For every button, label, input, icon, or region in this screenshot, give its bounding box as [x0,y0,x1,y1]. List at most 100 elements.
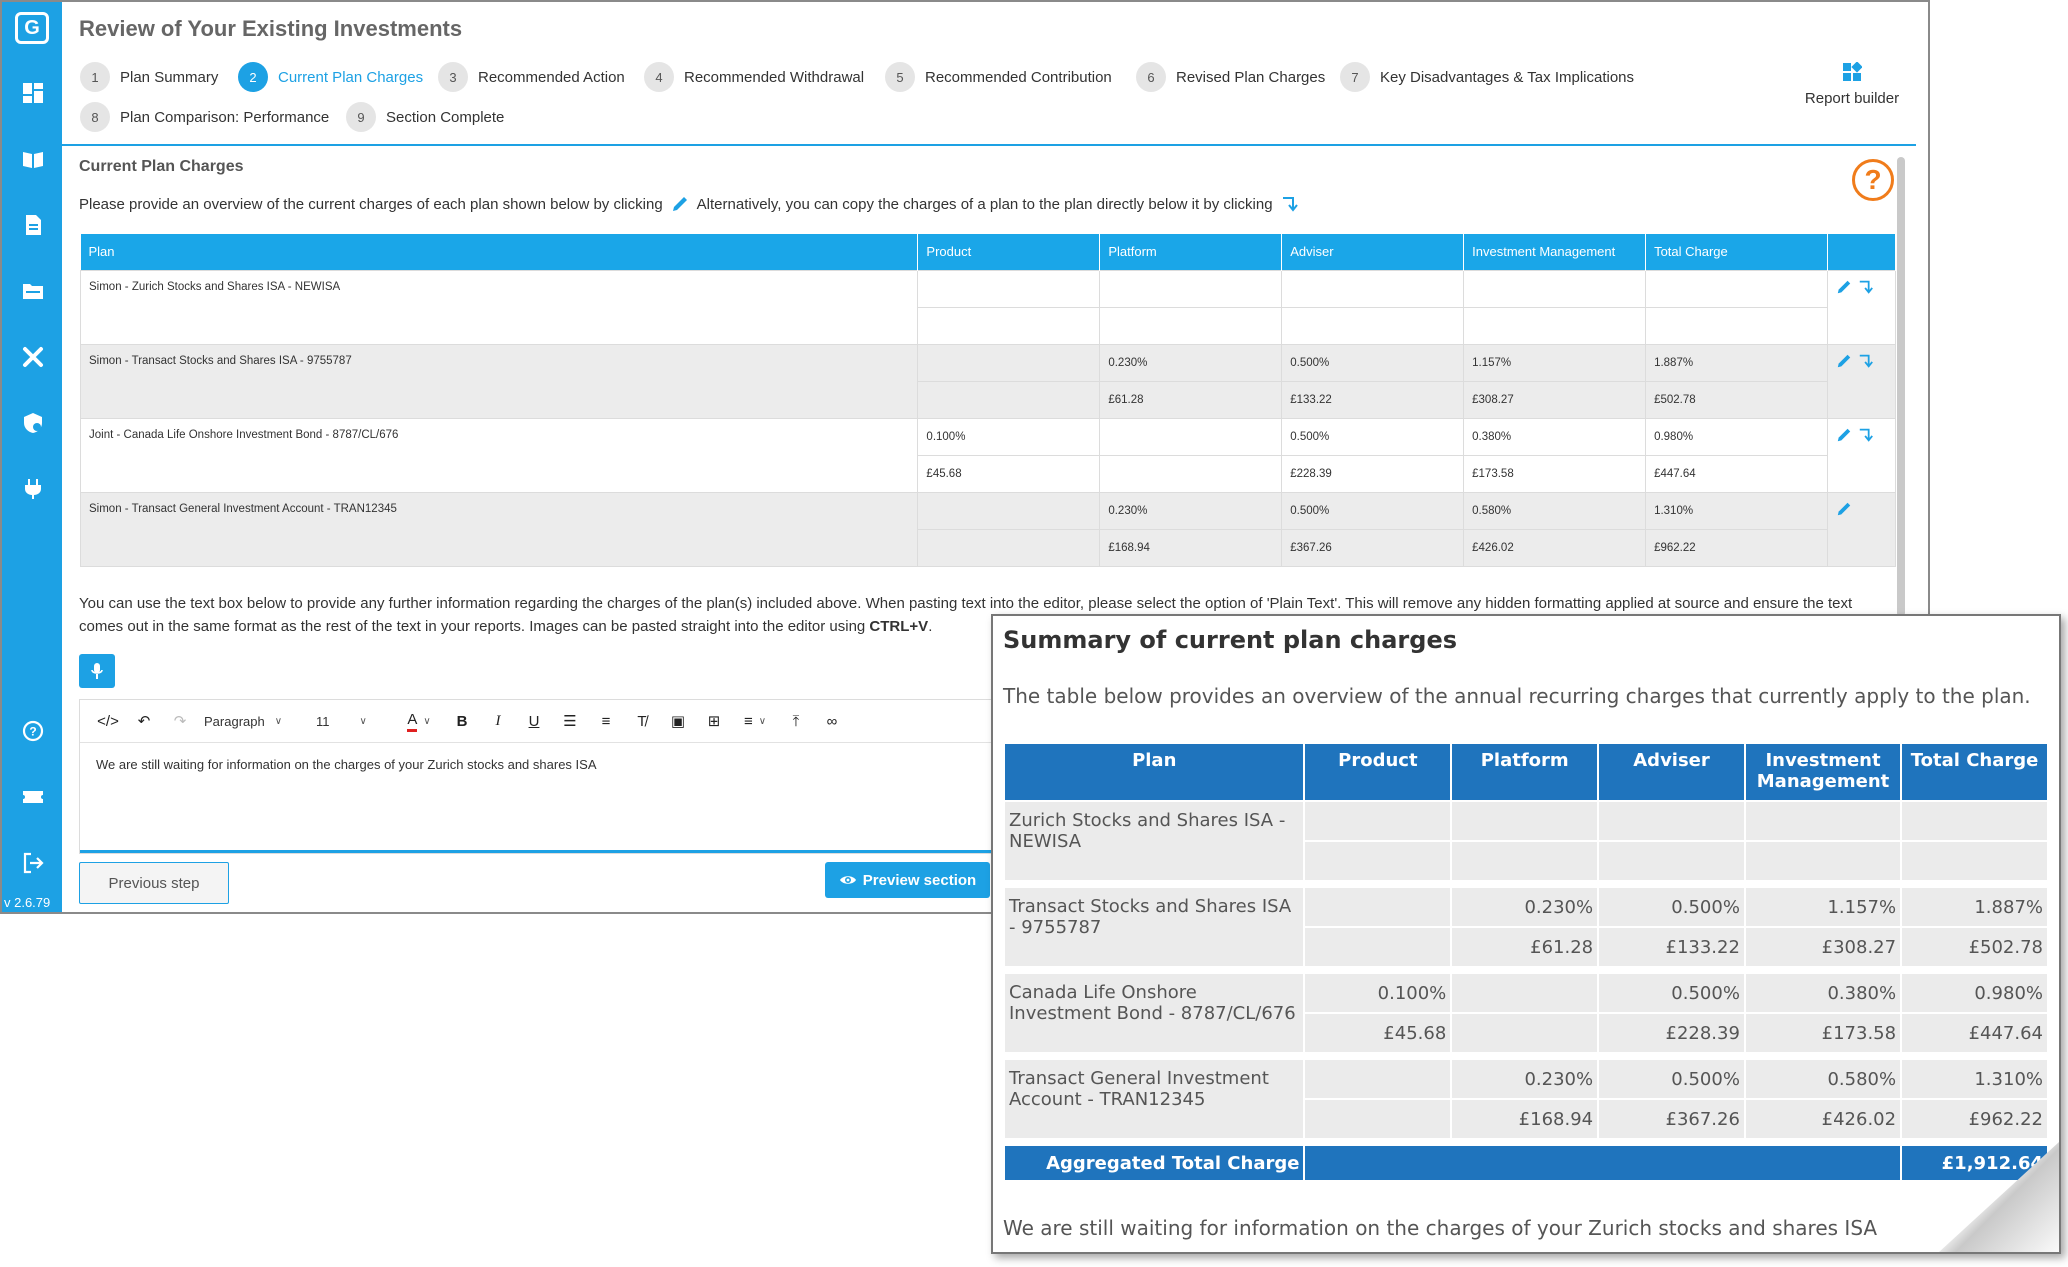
svg-text:?: ? [29,725,36,739]
font-size-select[interactable]: 11 ∨ [316,713,367,729]
preview-amount-cell [1305,842,1451,880]
step-plan-comparison[interactable]: 8 Plan Comparison: Performance [80,102,329,132]
charge-pct-cell: 0.980% [1645,417,1828,456]
table-row: Joint - Canada Life Onshore Investment B… [79,417,1897,493]
step-key-disadvantages[interactable]: 7 Key Disadvantages & Tax Implications [1340,62,1634,92]
preview-section-button[interactable]: Preview section [825,862,990,898]
editor-instructions: You can use the text box below to provid… [79,595,1853,635]
preview-pct-cell: 0.980% [1902,974,2047,1012]
col-total-charge: Total Charge [1645,234,1828,270]
step-section-complete[interactable]: 9 Section Complete [346,102,504,132]
logo-icon[interactable]: G [15,12,49,44]
row-actions [1826,417,1897,493]
editor-toolbar: </> ↶ ↷ Paragraph ∨ 11 ∨ A ∨ B I U ☰ ≡ T̸ ▣… [80,700,1918,742]
preview-pct-cell: 0.500% [1599,888,1744,926]
charge-amount-cell: £308.27 [1463,380,1647,419]
dashboard-icon[interactable] [22,82,44,104]
numbered-list-icon[interactable]: ☰ [563,713,577,730]
charge-amount-cell: £168.94 [1099,528,1283,567]
charge-amount-cell [1281,306,1465,345]
col-product: Product [917,234,1101,270]
charge-pct-cell [917,269,1101,308]
scrollbar[interactable] [1897,157,1905,617]
step-revised-plan-charges[interactable]: 6 Revised Plan Charges [1136,62,1325,92]
section-heading: Current Plan Charges [79,158,244,175]
preview-plan-cell: Canada Life Onshore Investment Bond - 87… [1005,974,1304,1052]
document-icon[interactable] [22,214,44,236]
preview-plan-cell: Zurich Stocks and Shares ISA - NEWISA [1005,802,1304,880]
text-color-button[interactable]: A ∨ [394,706,444,736]
plug-icon[interactable] [22,478,44,500]
copy-down-icon[interactable] [1858,427,1874,443]
edit-pencil-icon[interactable] [1836,353,1852,369]
preview-plan-cell: Transact Stocks and Shares ISA - 9755787 [1005,888,1304,966]
help-icon[interactable]: ? [1852,159,1894,201]
version-label: v 2.6.79 [4,895,51,910]
step-recommended-action[interactable]: 3 Recommended Action [438,62,625,92]
edit-pencil-icon[interactable] [1836,427,1852,443]
underline-icon[interactable]: U [528,712,540,730]
help-circle-icon[interactable]: ? [22,720,44,742]
charge-amount-cell: £426.02 [1463,528,1647,567]
preview-pct-cell [1305,888,1451,926]
report-builder-button[interactable]: Report builder [1797,62,1907,107]
edit-pencil-icon[interactable] [1836,279,1852,295]
charge-pct-cell [1463,269,1647,308]
step-recommended-withdrawal[interactable]: 4 Recommended Withdrawal [644,62,864,92]
italic-icon[interactable]: I [495,712,501,729]
folder-icon[interactable] [22,280,44,302]
step-current-plan-charges[interactable]: 2 Current Plan Charges [238,62,423,92]
charge-amount-cell: £228.39 [1281,454,1465,493]
preview-amount-cell [1599,842,1744,880]
clear-formatting-icon[interactable]: T̸ [637,712,647,730]
bulleted-list-icon[interactable]: ≡ [601,712,611,730]
preview-amount-cell: £228.39 [1599,1014,1744,1052]
list-item: £45.68 £228.39 £173.58 £447.64 [1005,1014,2047,1052]
intro-text-2: Alternatively, you can copy the charges … [696,195,1273,213]
charge-amount-cell [917,306,1101,345]
row-gap [1005,1054,2047,1058]
edit-pencil-icon[interactable] [1836,501,1852,517]
page-title: Review of Your Existing Investments [79,16,463,41]
col-investment-management: Investment Management [1463,234,1647,270]
ticket-icon[interactable] [22,786,44,808]
charge-pct-cell: 0.500% [1281,491,1465,530]
preview-pct-cell: 0.100% [1305,974,1451,1012]
align-button[interactable]: ≡ ∨ [732,706,778,736]
redo-icon[interactable]: ↷ [173,713,187,730]
dictation-button[interactable] [79,654,115,688]
copy-down-icon[interactable] [1858,353,1874,369]
tools-icon[interactable] [22,346,44,368]
col-adviser: Adviser [1281,234,1465,270]
section-intro: Please provide an overview of the curren… [79,195,1307,213]
logout-icon[interactable] [22,852,44,874]
previous-step-button[interactable]: Previous step [79,862,229,904]
charge-pct-cell: 1.887% [1645,343,1828,382]
charge-pct-cell: 0.380% [1463,417,1647,456]
table-row [81,306,1896,345]
eye-icon [839,876,856,884]
copy-down-icon[interactable] [1858,279,1874,295]
link-icon[interactable]: ∞ [826,712,838,730]
step-recommended-contribution[interactable]: 5 Recommended Contribution [885,62,1112,92]
undo-icon[interactable]: ↶ [137,713,151,730]
list-item: £168.94 £367.26 £426.02 £962.22 [1005,1100,2047,1138]
step-plan-summary[interactable]: 1 Plan Summary [80,62,218,92]
source-code-icon[interactable]: </> [97,712,119,730]
page-break-icon[interactable]: ⤒ [792,712,800,730]
bold-icon[interactable]: B [456,712,468,730]
insert-image-icon[interactable]: ▣ [670,713,686,730]
copy-down-icon [1282,197,1298,212]
book-icon[interactable] [22,148,44,170]
row-actions [1826,269,1897,345]
paragraph-select[interactable]: Paragraph ∨ [204,713,283,729]
table-row: £61.28 £133.22 £308.27 £502.78 [81,380,1896,419]
preview-pct-cell [1452,802,1598,840]
sidebar: G ? [2,2,62,912]
col-actions [1827,234,1897,270]
preview-pct-cell [1902,802,2047,840]
preview-amount-cell: £502.78 [1902,928,2047,966]
insert-table-icon[interactable]: ⊞ [707,713,721,730]
shield-icon[interactable] [22,412,44,434]
preview-pct-cell [1599,802,1744,840]
